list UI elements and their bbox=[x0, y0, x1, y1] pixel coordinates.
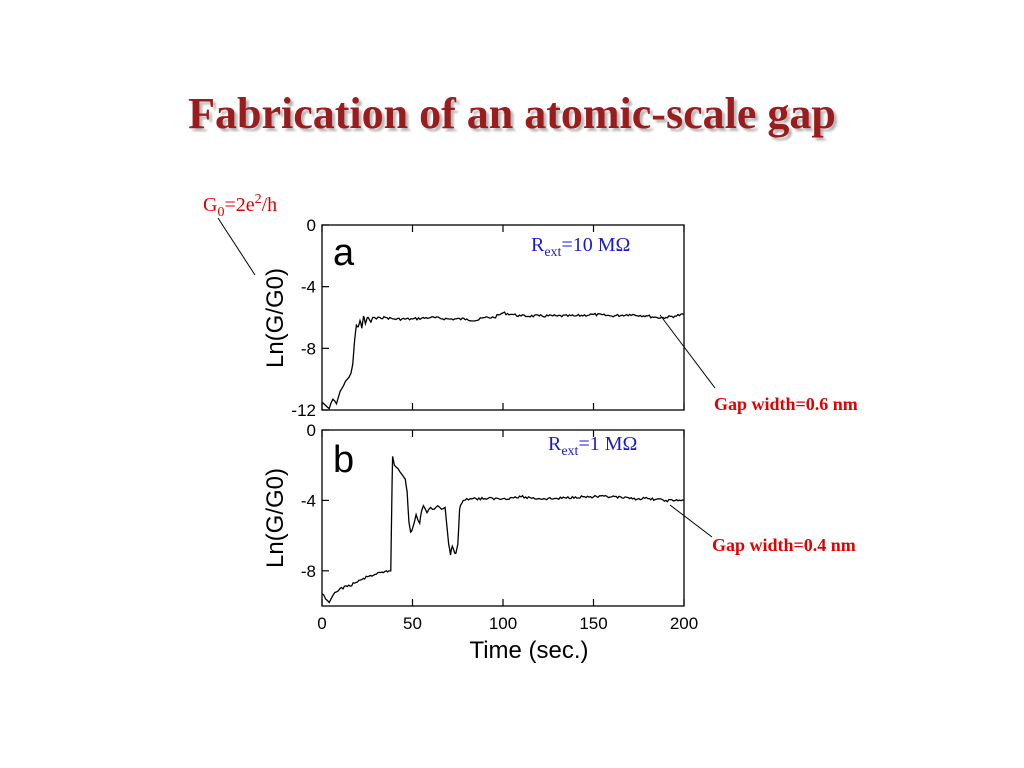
rext-a-annotation: Rext=10 MΩ bbox=[531, 234, 630, 260]
xtick-label: 200 bbox=[670, 614, 698, 633]
g0-sub: 0 bbox=[217, 205, 224, 220]
panel-a-xticks bbox=[321, 225, 685, 410]
xtick-label: 0 bbox=[317, 614, 326, 633]
panel-b-xticks: 0 50 100 150 200 bbox=[317, 430, 698, 633]
panel-a-label: a bbox=[333, 232, 355, 274]
panel-b: b Rext=1 MΩ Ln(G/G0) 0-4-8 0 50 100 150 200 … bbox=[262, 421, 698, 664]
ytick-label: -4 bbox=[301, 278, 316, 297]
rext-a-base: R bbox=[531, 234, 545, 256]
rext-b-sub: ext bbox=[561, 444, 578, 459]
g0-mid: =2e bbox=[224, 194, 254, 216]
rext-b-base: R bbox=[548, 433, 562, 455]
gap-a-pointer-line bbox=[659, 314, 716, 389]
panel-b-series-line bbox=[321, 456, 685, 604]
ytick-label: -8 bbox=[301, 562, 316, 581]
panel-a: a Rext=10 MΩ Ln(G/G0) 0 -4 -8 -12 bbox=[262, 216, 685, 420]
ytick-label: 0 bbox=[307, 216, 316, 235]
g0-pointer-line bbox=[217, 217, 256, 276]
panel-b-yticks: 0 -4 -8 bbox=[301, 421, 329, 581]
panel-a-yticks: 0 -4 -8 -12 bbox=[291, 216, 329, 420]
g0-base: G bbox=[203, 194, 217, 216]
g0-sup: 2 bbox=[255, 192, 262, 207]
xtick-label: 150 bbox=[579, 614, 607, 633]
rext-a-value: =10 MΩ bbox=[561, 234, 630, 256]
g0-annotation: G0=2e2/h bbox=[203, 192, 277, 220]
ytick-label: -12 bbox=[291, 401, 316, 420]
ytick-label: 0 bbox=[307, 421, 316, 440]
slide-title: Fabrication of an atomic-scale gap bbox=[188, 89, 836, 138]
ytick-label: -4 bbox=[301, 491, 316, 510]
panel-b-label: b bbox=[333, 439, 354, 481]
gap-b-pointer-line bbox=[669, 504, 713, 538]
panel-b-frame bbox=[321, 429, 685, 607]
rext-a-sub: ext bbox=[544, 245, 561, 260]
g0-tail: /h bbox=[262, 194, 278, 216]
rext-b-annotation: Rext=1 MΩ bbox=[548, 433, 637, 459]
ytick-label: -8 bbox=[301, 339, 316, 358]
panel-b-xlabel: Time (sec.) bbox=[469, 637, 588, 664]
xtick-label: 100 bbox=[489, 614, 517, 633]
panel-a-series-line bbox=[321, 311, 685, 410]
xtick-label: 50 bbox=[403, 614, 422, 633]
gap-b-annotation: Gap width=0.4 nm bbox=[712, 535, 856, 555]
rext-b-value: =1 MΩ bbox=[578, 433, 637, 455]
panel-a-ylabel: Ln(G/G0) bbox=[262, 268, 289, 368]
gap-a-annotation: Gap width=0.6 nm bbox=[714, 394, 858, 414]
panel-b-ylabel: Ln(G/G0) bbox=[262, 468, 289, 568]
